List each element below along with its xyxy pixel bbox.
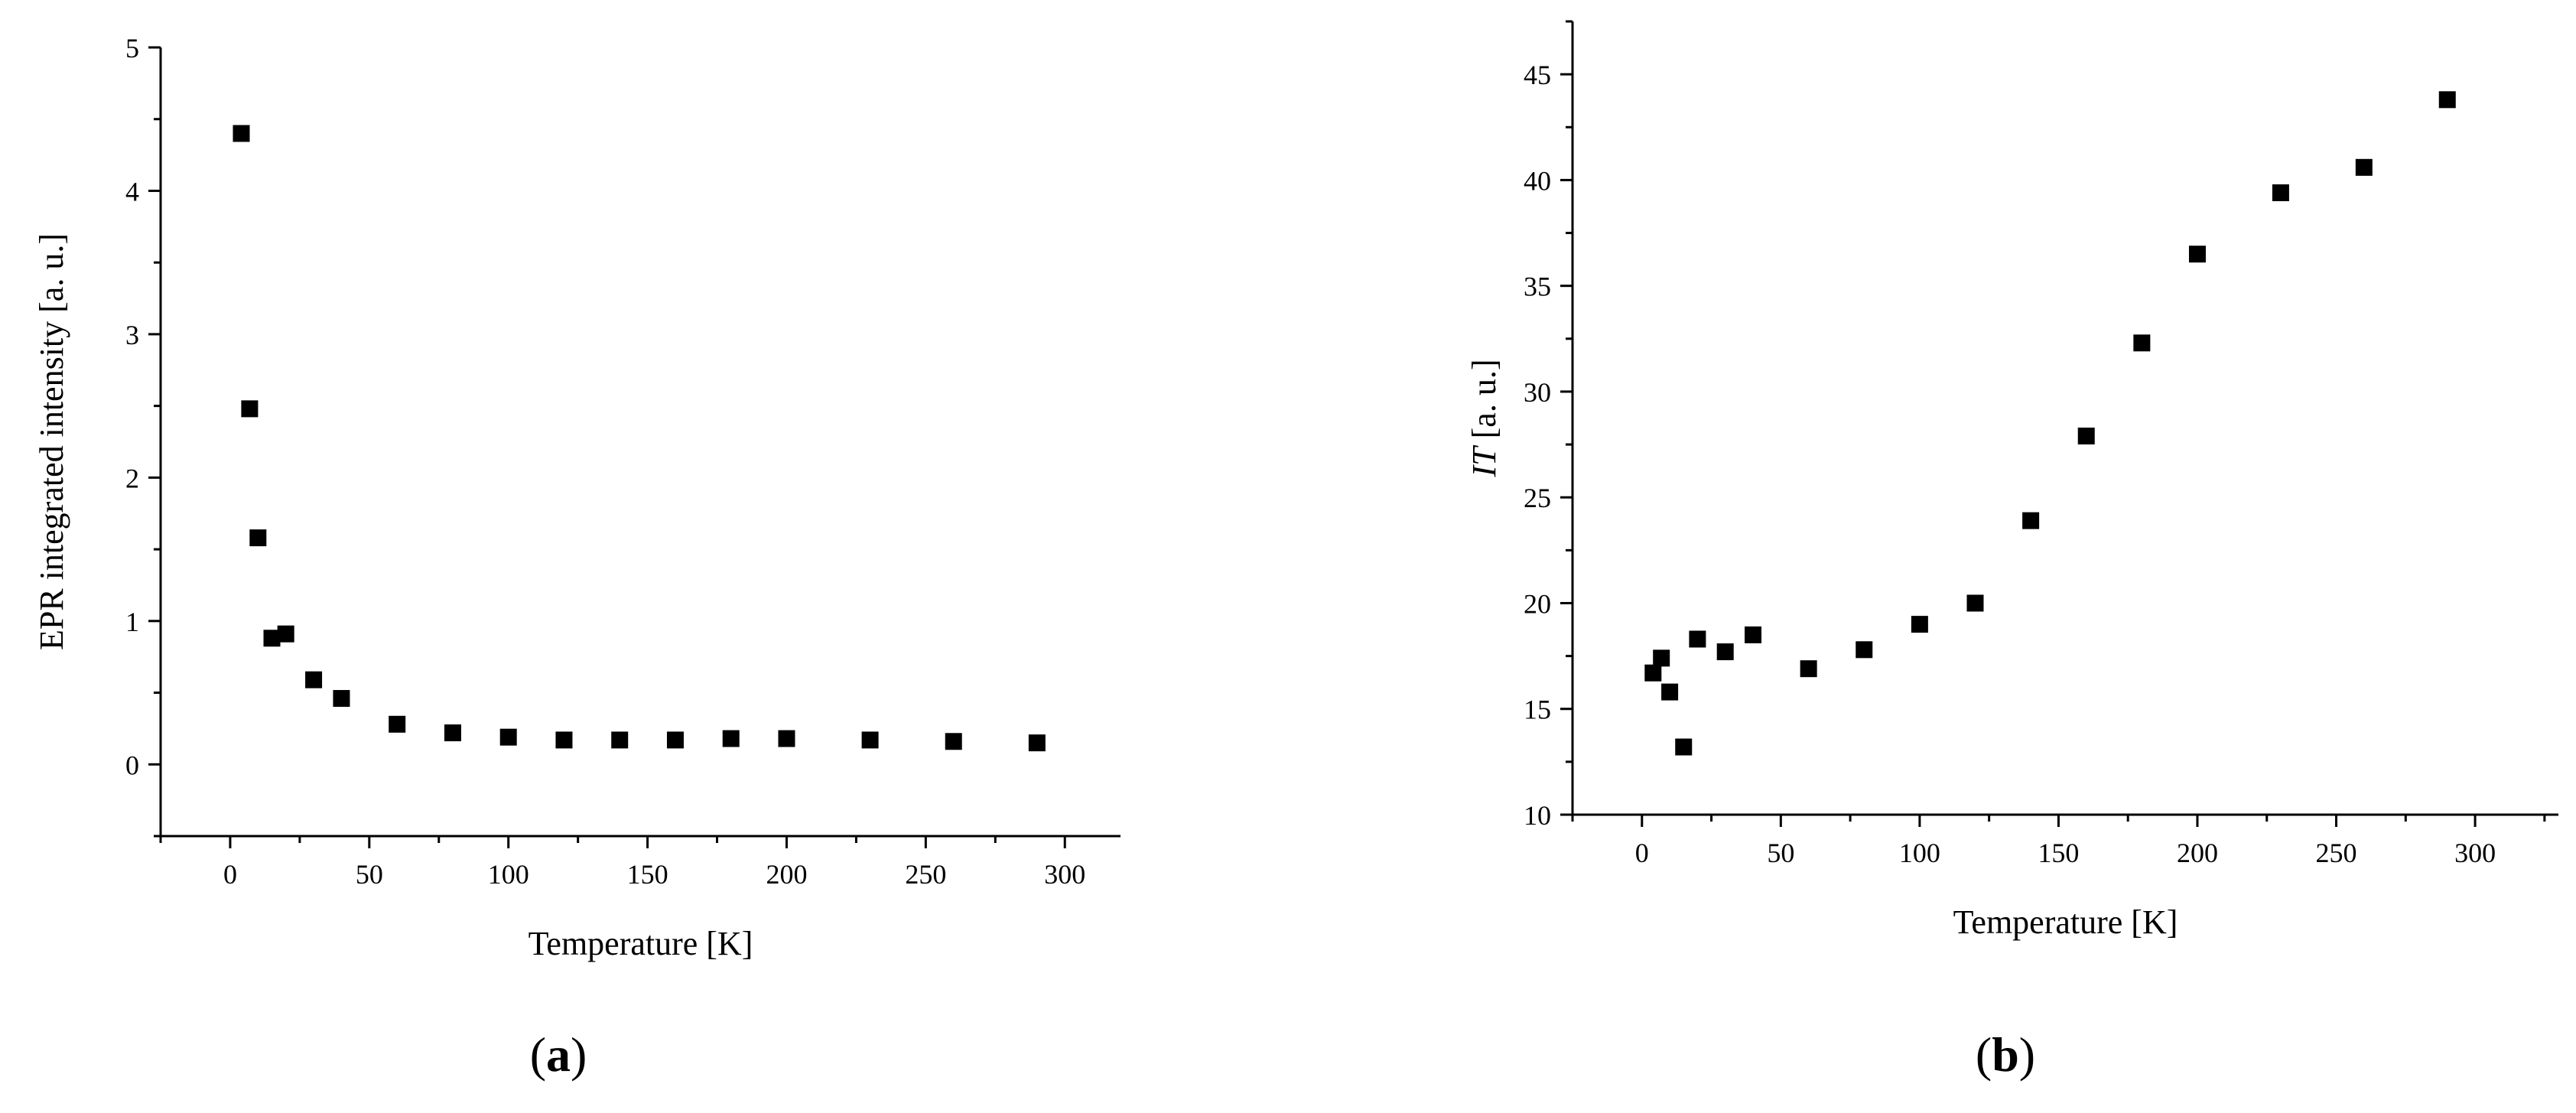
y-tick-label: 45 <box>1524 60 1551 90</box>
data-point <box>722 730 740 747</box>
y-tick-label: 35 <box>1524 272 1551 302</box>
data-point <box>444 724 461 742</box>
data-point <box>1966 594 1984 612</box>
y-axis-title-italic: IT <box>1465 444 1503 478</box>
data-point <box>2188 246 2206 263</box>
x-tick-label: 300 <box>1044 859 1085 890</box>
data-point <box>263 630 281 647</box>
data-point <box>2077 428 2095 445</box>
data-point <box>1716 643 1734 661</box>
data-point <box>1028 734 1046 752</box>
data-point <box>861 731 879 749</box>
data-point <box>333 690 350 708</box>
y-tick-label: 30 <box>1524 377 1551 408</box>
y-axis-title-units: [a. u.] <box>1465 360 1503 447</box>
data-point <box>1675 738 1693 756</box>
data-point <box>2355 158 2373 176</box>
data-point <box>249 529 267 547</box>
data-point <box>2272 184 2289 201</box>
data-point <box>1745 626 1762 643</box>
y-tick-label: 3 <box>125 320 139 350</box>
data-point <box>2133 334 2151 352</box>
x-tick-label: 250 <box>905 859 946 890</box>
data-point <box>1689 630 1706 648</box>
x-tick-label: 150 <box>627 859 668 890</box>
y-tick-label: 15 <box>1524 695 1551 725</box>
y-tick-label: 2 <box>125 463 139 493</box>
y-axis-title: IT [a. u.] <box>1465 360 1503 478</box>
y-tick-label: 1 <box>125 607 139 637</box>
y-axis-title: EPR integrated intensity [a. u.] <box>33 233 70 650</box>
x-tick-label: 250 <box>2316 838 2357 868</box>
data-point <box>1911 616 1928 633</box>
y-tick-label: 4 <box>125 176 139 207</box>
x-axis-title: Temperature [K] <box>529 925 753 962</box>
x-tick-label: 50 <box>356 859 383 890</box>
x-tick-label: 0 <box>1635 838 1649 868</box>
data-point <box>1644 664 1662 682</box>
data-point <box>1661 683 1679 701</box>
x-axis-title: Temperature [K] <box>1953 903 2178 941</box>
panel-label: (a) <box>530 1027 587 1082</box>
x-tick-label: 200 <box>766 859 807 890</box>
data-point <box>555 731 573 749</box>
data-point <box>389 715 406 733</box>
data-point <box>666 731 684 749</box>
chart-panel-b: 0 50 100 150 200 250 300 10 15 20 25 30 35 40 45 Temper… <box>1465 20 2558 1082</box>
y-tick-label: 40 <box>1524 165 1551 196</box>
data-point <box>1800 660 1817 678</box>
x-tick-label: 300 <box>2454 838 2496 868</box>
x-tick-label: 50 <box>1767 838 1794 868</box>
data-point <box>233 125 250 142</box>
data-point <box>945 733 962 750</box>
y-tick-label: 25 <box>1524 483 1551 513</box>
y-tick-label: 5 <box>125 33 139 63</box>
data-point <box>2022 512 2040 529</box>
data-point <box>1653 649 1670 667</box>
y-tick-label: 10 <box>1524 800 1551 831</box>
x-tick-label: 200 <box>2177 838 2218 868</box>
x-tick-label: 0 <box>223 859 237 890</box>
x-tick-label: 150 <box>2038 838 2079 868</box>
data-point <box>1856 641 1873 659</box>
data-point <box>241 400 259 418</box>
data-point <box>499 728 517 746</box>
panel-label: (b) <box>1976 1027 2035 1082</box>
x-tick-label: 100 <box>488 859 529 890</box>
data-point <box>611 731 629 749</box>
y-tick-label: 20 <box>1524 588 1551 619</box>
x-tick-label: 100 <box>1899 838 1940 868</box>
data-point <box>277 625 294 643</box>
data-point <box>2438 91 2456 109</box>
data-point <box>778 730 795 747</box>
chart-panel-a: 0 50 100 150 200 250 300 0 1 2 3 4 5 Temperature [K] E… <box>33 33 1120 1082</box>
y-tick-label: 0 <box>125 750 139 780</box>
data-point <box>305 671 323 688</box>
